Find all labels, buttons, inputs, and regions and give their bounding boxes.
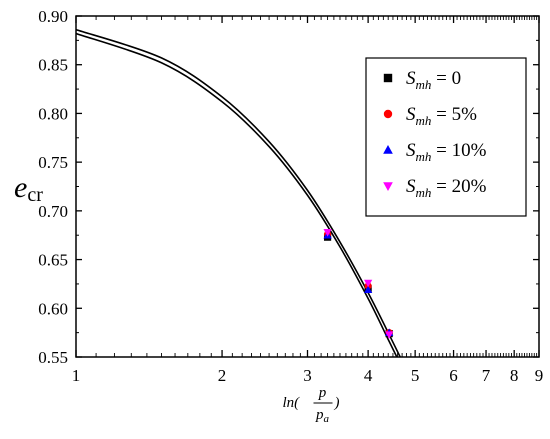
x-axis-label-denominator-main: p (315, 407, 324, 423)
y-tick-label: 0.55 (38, 348, 68, 367)
y-axis-label-sub: cr (27, 184, 43, 206)
y-tick-label: 0.70 (38, 202, 68, 221)
y-axis-label-main: e (14, 171, 27, 204)
x-tick-label: 7 (482, 366, 491, 385)
legend-entry-label: Smh = 0 (406, 68, 461, 92)
y-tick-label: 0.85 (38, 56, 68, 75)
legend-marker-circle (383, 109, 393, 119)
x-tick-label: 3 (303, 366, 312, 385)
y-tick-label: 0.90 (38, 7, 68, 26)
x-tick-label: 4 (364, 366, 373, 385)
legend-entry-label: Smh = 20% (406, 176, 487, 200)
y-tick-label: 0.80 (38, 104, 68, 123)
x-tick-label: 1 (72, 366, 81, 385)
x-tick-label: 9 (535, 366, 544, 385)
legend-marker-square (383, 73, 393, 83)
legend-entry-label: Smh = 10% (406, 140, 487, 164)
legend-marker-triangle-down (383, 182, 393, 192)
x-tick-label: 6 (449, 366, 458, 385)
data-point-triangle-up (363, 285, 373, 294)
legend: Smh = 0 Smh = 5% Smh = 10% Smh = 20% (365, 57, 527, 217)
x-tick-label: 5 (411, 366, 420, 385)
x-axis-label-prefix: ln( (283, 395, 301, 411)
x-tick-label: 8 (510, 366, 519, 385)
x-axis-label: ln( p pa ) (283, 385, 340, 425)
y-tick-label: 0.65 (38, 251, 68, 270)
data-point-triangle-down (323, 229, 332, 237)
data-point-triangle-down (385, 331, 394, 339)
x-axis-label-numerator: p (318, 385, 327, 401)
y-tick-label: 0.60 (38, 299, 68, 318)
x-axis-label-suffix: ) (334, 395, 340, 411)
y-tick-label: 0.75 (38, 153, 68, 172)
x-tick-label: 2 (218, 366, 227, 385)
data-point-triangle-down (363, 279, 373, 288)
legend-marker-triangle-up (383, 144, 393, 154)
x-axis-label-denominator-sub: a (324, 413, 330, 425)
legend-box (365, 57, 527, 217)
legend-entry-label: Smh = 5% (406, 104, 477, 128)
x-axis-label-denominator: pa (315, 407, 330, 425)
fit-curve (76, 28, 402, 357)
y-axis-label: ecr (14, 171, 43, 206)
fit-curve (76, 32, 398, 357)
